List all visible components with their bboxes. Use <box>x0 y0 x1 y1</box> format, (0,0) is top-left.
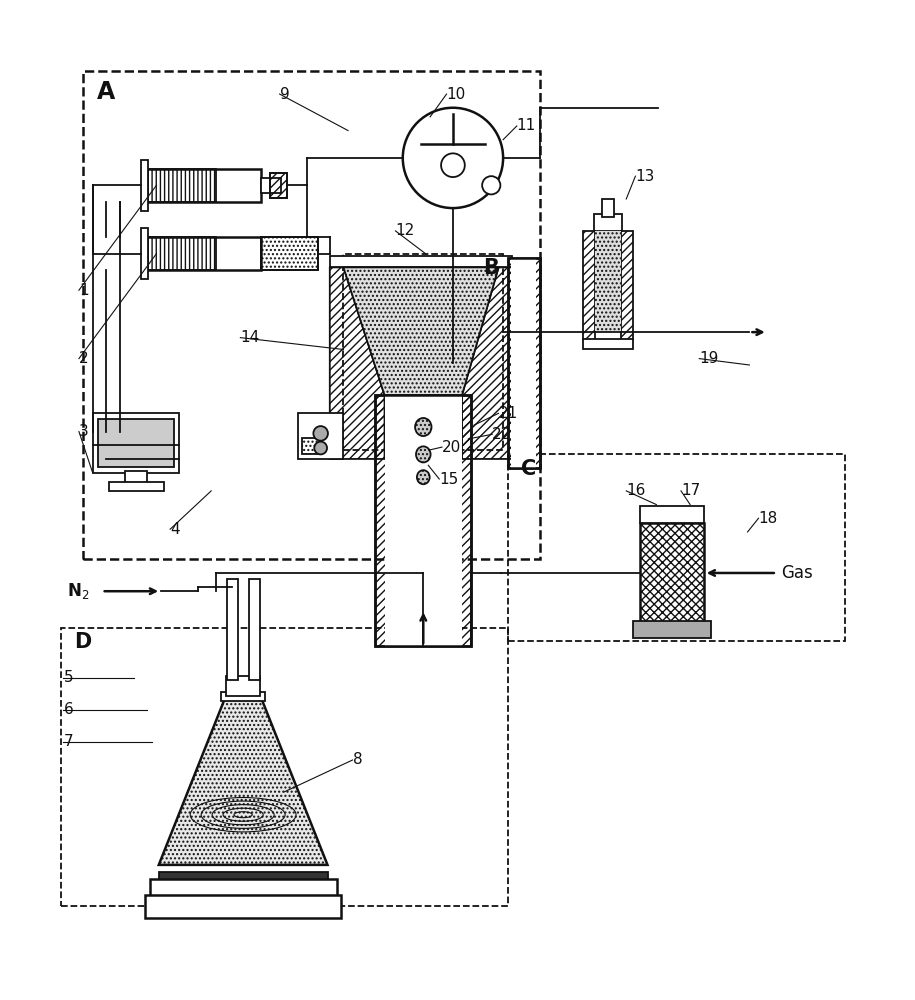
Bar <box>596 231 620 331</box>
Bar <box>124 471 147 484</box>
Bar <box>271 173 287 198</box>
Bar <box>375 395 471 646</box>
Text: A: A <box>97 80 115 104</box>
Bar <box>262 178 282 193</box>
Bar <box>640 506 704 523</box>
Polygon shape <box>343 267 499 395</box>
Ellipse shape <box>417 470 430 484</box>
Bar <box>147 169 216 202</box>
Text: 5: 5 <box>63 670 73 685</box>
Bar <box>508 454 845 641</box>
Bar <box>262 237 318 270</box>
Bar <box>141 228 148 279</box>
Bar <box>511 258 536 468</box>
Bar <box>329 256 512 267</box>
Text: C: C <box>522 459 536 479</box>
Bar <box>508 258 540 468</box>
Bar <box>60 628 508 906</box>
Circle shape <box>403 108 503 208</box>
Bar <box>620 231 633 340</box>
Ellipse shape <box>416 446 431 462</box>
Bar <box>109 482 164 491</box>
Text: 18: 18 <box>759 511 778 526</box>
Text: 13: 13 <box>635 169 655 184</box>
Text: 17: 17 <box>681 483 700 498</box>
Bar <box>147 237 262 270</box>
Bar <box>384 395 462 646</box>
Text: Gas: Gas <box>781 564 813 582</box>
Text: 10: 10 <box>447 87 466 102</box>
Bar <box>98 419 174 467</box>
Bar <box>298 413 343 459</box>
Circle shape <box>441 153 465 177</box>
Text: 8: 8 <box>352 752 362 767</box>
Text: B: B <box>483 258 499 278</box>
Text: 3: 3 <box>79 424 89 439</box>
Bar <box>375 395 471 646</box>
Bar <box>147 237 216 270</box>
Bar <box>227 579 238 680</box>
Bar <box>632 621 711 638</box>
Circle shape <box>314 442 327 454</box>
Bar <box>226 676 261 696</box>
Text: 15: 15 <box>439 472 458 487</box>
Text: 12: 12 <box>395 223 414 238</box>
Text: N$_2$: N$_2$ <box>67 581 90 601</box>
Bar <box>150 879 337 897</box>
Text: 21: 21 <box>499 406 518 421</box>
Text: D: D <box>74 632 92 652</box>
Bar <box>640 523 704 623</box>
Ellipse shape <box>415 418 432 436</box>
Bar <box>92 413 179 473</box>
Circle shape <box>313 426 328 441</box>
Text: 20: 20 <box>442 440 461 455</box>
Text: 14: 14 <box>241 330 260 345</box>
Text: 16: 16 <box>626 483 646 498</box>
Bar <box>83 71 540 559</box>
Text: 7: 7 <box>63 734 73 749</box>
Text: 9: 9 <box>280 87 289 102</box>
Bar <box>145 895 341 918</box>
Bar <box>147 169 262 202</box>
Text: 22: 22 <box>492 427 511 442</box>
Bar <box>508 258 540 468</box>
Bar <box>595 214 621 231</box>
Text: 11: 11 <box>517 118 536 133</box>
Bar <box>303 438 320 454</box>
Bar <box>262 237 318 270</box>
Bar <box>141 160 148 211</box>
Text: 4: 4 <box>170 522 179 537</box>
Polygon shape <box>158 696 328 865</box>
Text: 19: 19 <box>699 351 718 366</box>
Circle shape <box>482 176 501 194</box>
Bar <box>221 692 265 701</box>
Bar <box>583 339 633 349</box>
Bar <box>271 173 287 198</box>
Bar <box>158 872 328 881</box>
Bar <box>343 254 503 450</box>
Text: 2: 2 <box>79 351 89 366</box>
Bar <box>602 199 614 217</box>
Bar <box>249 579 260 680</box>
Text: 6: 6 <box>63 702 73 717</box>
Text: 1: 1 <box>79 283 89 298</box>
Bar <box>583 231 596 340</box>
